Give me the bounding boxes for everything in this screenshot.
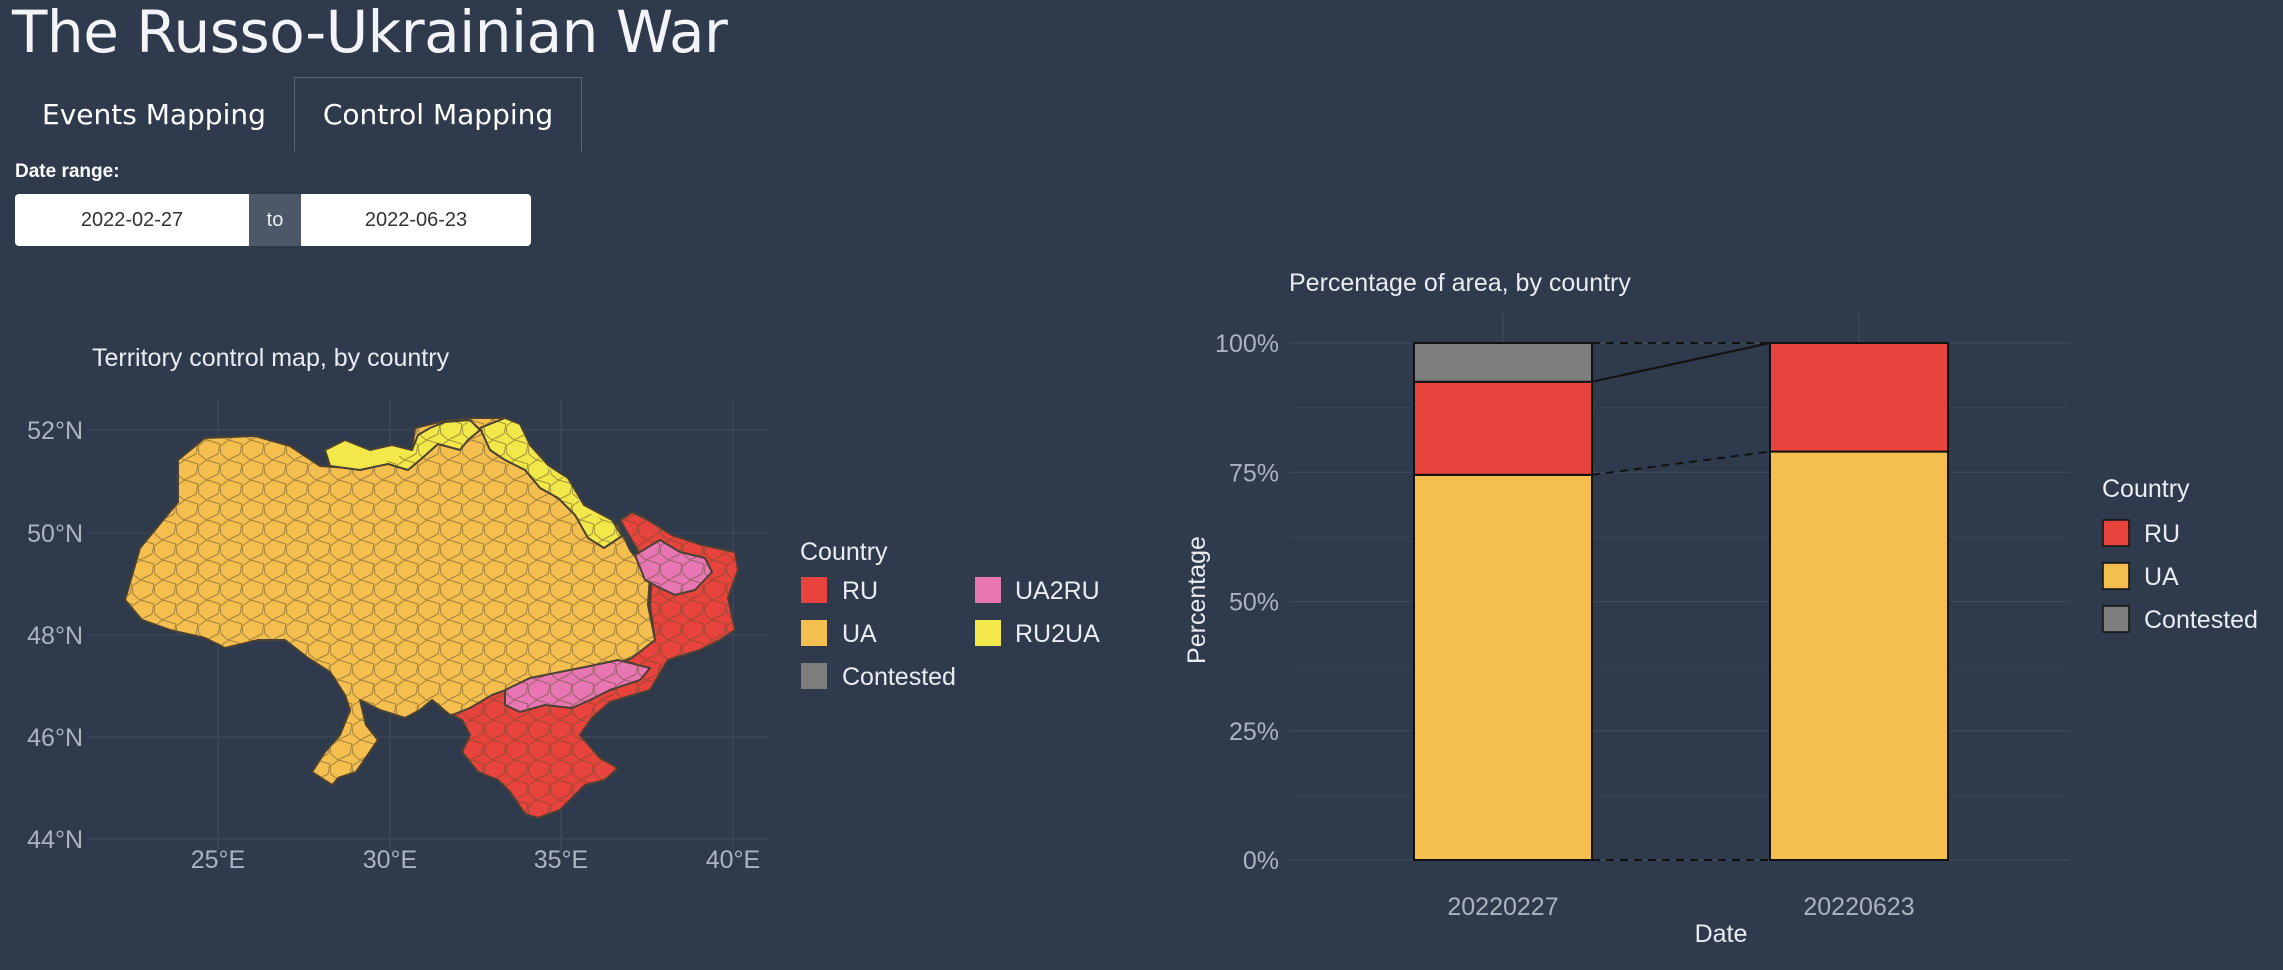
- date-range-label: Date range:: [15, 161, 120, 182]
- x-tick-label: 20220227: [1447, 893, 1558, 921]
- area-bar-chart: Percentage of area, by country 0% 25% 50% 7…: [1183, 269, 2258, 948]
- legend-label-ua: UA: [2144, 563, 2179, 591]
- chart-y-ticks: 0% 25% 50% 75% 100%: [1215, 330, 1279, 875]
- lat-tick: 48°N: [27, 622, 83, 650]
- tab-bar: Events Mapping Control Mapping: [14, 77, 583, 151]
- chart-title: Percentage of area, by country: [1289, 269, 1631, 297]
- tab-control-mapping[interactable]: Control Mapping: [293, 77, 583, 151]
- chart-connectors: [1591, 342, 1771, 861]
- chart-bars: [1413, 342, 1949, 862]
- end-date-input[interactable]: [301, 194, 531, 246]
- bar-segment-ru: [1769, 342, 1949, 453]
- legend-swatch-ru2ua: [975, 620, 1001, 646]
- legend-label-ru: RU: [842, 577, 878, 605]
- chart-y-label: Percentage: [1183, 536, 1211, 664]
- chart-x-ticks: 20220227 20220623: [1447, 893, 1914, 921]
- lon-tick: 30°E: [363, 846, 417, 874]
- territory-map: Territory control map, by country 52°N 5…: [27, 344, 1100, 874]
- chart-x-label: Date: [1695, 920, 1748, 948]
- legend-swatch-ua: [801, 620, 827, 646]
- start-date-input[interactable]: [15, 194, 249, 246]
- y-tick-label: 100%: [1215, 330, 1279, 358]
- legend-swatch-ru: [2102, 519, 2130, 547]
- y-tick-label: 25%: [1229, 718, 1279, 746]
- y-tick-label: 0%: [1243, 847, 1279, 875]
- chart-grid: [1289, 313, 2070, 861]
- legend-label-ua2ru: UA2RU: [1015, 577, 1100, 605]
- raion-texture: [125, 418, 738, 818]
- legend-label-ru2ua: RU2UA: [1015, 620, 1100, 648]
- legend-label-ru: RU: [2144, 520, 2180, 548]
- bar-segment-contested: [1413, 342, 1593, 383]
- lon-tick: 35°E: [534, 846, 588, 874]
- map-legend: RU UA2RU UA RU2UA Contested: [801, 577, 1100, 691]
- lat-tick: 52°N: [27, 417, 83, 445]
- lat-tick: 50°N: [27, 520, 83, 548]
- lat-tick: 46°N: [27, 724, 83, 752]
- map-title: Territory control map, by country: [92, 344, 450, 372]
- area-chart-panel: Percentage of area, by country 0% 25% 50% 7…: [1150, 265, 2283, 965]
- bar-segment-ua: [1769, 450, 1949, 861]
- chart-legend: RU UA Contested: [2102, 519, 2258, 634]
- territory-map-panel: Territory control map, by country 52°N 5…: [0, 340, 1120, 900]
- app-title: The Russo-Ukrainian War: [12, 0, 728, 66]
- legend-swatch-contested: [2102, 605, 2130, 633]
- lon-tick: 25°E: [191, 846, 245, 874]
- y-tick-label: 75%: [1229, 459, 1279, 487]
- legend-label-contested: Contested: [842, 663, 956, 691]
- connector-line: [1591, 342, 1771, 383]
- y-tick-label: 50%: [1229, 589, 1279, 617]
- legend-label-ua: UA: [842, 620, 877, 648]
- legend-label-contested: Contested: [2144, 606, 2258, 634]
- bar-segment-ua: [1413, 473, 1593, 862]
- date-range-picker: to: [15, 194, 531, 246]
- map-legend-title: Country: [800, 538, 888, 566]
- chart-legend-title: Country: [2102, 475, 2190, 503]
- legend-swatch-ua2ru: [975, 577, 1001, 603]
- legend-swatch-ru: [801, 577, 827, 603]
- lat-tick: 44°N: [27, 826, 83, 854]
- date-range-separator: to: [249, 194, 301, 246]
- connector-line: [1591, 450, 1771, 476]
- legend-swatch-contested: [801, 663, 827, 689]
- bar-segment-ru: [1413, 380, 1593, 476]
- legend-swatch-ua: [2102, 562, 2130, 590]
- lon-tick: 40°E: [706, 846, 760, 874]
- tab-events-mapping[interactable]: Events Mapping: [42, 97, 266, 131]
- x-tick-label: 20220623: [1803, 893, 1914, 921]
